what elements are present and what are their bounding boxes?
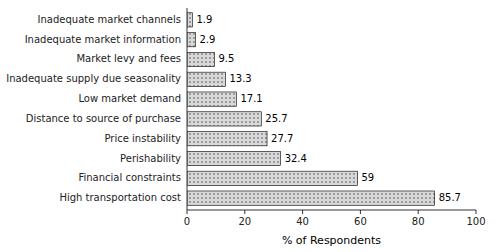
data-label: 9.5	[218, 53, 234, 64]
bar	[187, 52, 214, 66]
data-label: 17.1	[240, 93, 262, 104]
data-label: 27.7	[271, 133, 293, 144]
data-label: 32.4	[285, 153, 307, 164]
data-label: 1.9	[196, 14, 212, 25]
bar	[187, 13, 192, 27]
tick-mark	[302, 210, 303, 214]
bars	[187, 13, 435, 205]
data-label: 2.9	[199, 34, 215, 45]
bar	[187, 112, 261, 126]
category-label: Financial constraints	[78, 172, 181, 183]
tick-label: 100	[466, 216, 485, 227]
data-label: 13.3	[229, 73, 251, 84]
bar	[187, 191, 435, 205]
bar	[187, 151, 281, 165]
tick-label: 20	[238, 216, 251, 227]
chart: High transportation cost Financial constr…	[0, 0, 500, 252]
x-axis-title: % of Respondents	[282, 234, 381, 247]
data-label: 85.7	[439, 192, 461, 203]
category-label: High transportation cost	[59, 192, 181, 203]
tick-label: 40	[296, 216, 309, 227]
bar	[187, 171, 358, 185]
category-label: Inadequate market channels	[38, 14, 181, 25]
tick-mark	[244, 210, 245, 214]
category-label: Inadequate supply due seasonality	[6, 73, 181, 84]
bar	[187, 33, 195, 47]
x-axis-ticks: 0 20 40 60 80 100	[184, 210, 486, 227]
tick-mark	[476, 210, 477, 214]
data-labels: 85.7 59 32.4 27.7 25.717.1 13.3 9.52.9 1.9	[196, 14, 460, 203]
bar	[187, 72, 225, 86]
category-label: Market levy and fees	[76, 53, 181, 64]
bar	[187, 92, 236, 106]
category-label: Perishability	[120, 153, 181, 164]
tick-label: 0	[184, 216, 190, 227]
tick-mark	[418, 210, 419, 214]
category-label: Inadequate market information	[25, 34, 181, 45]
x-axis-line	[187, 210, 476, 211]
tick-mark	[187, 210, 188, 214]
data-label: 59	[362, 172, 375, 183]
bar	[187, 132, 267, 146]
tick-mark	[360, 210, 361, 214]
y-axis-line	[187, 8, 188, 210]
tick-label: 60	[354, 216, 367, 227]
category-label: Price instability	[105, 133, 182, 144]
data-label: 25.7	[265, 113, 287, 124]
category-label: Distance to source of purchase	[26, 113, 181, 124]
tick-label: 80	[412, 216, 425, 227]
category-label: Low market demand	[78, 93, 181, 104]
y-axis-labels: High transportation cost Financial constr…	[6, 14, 181, 203]
